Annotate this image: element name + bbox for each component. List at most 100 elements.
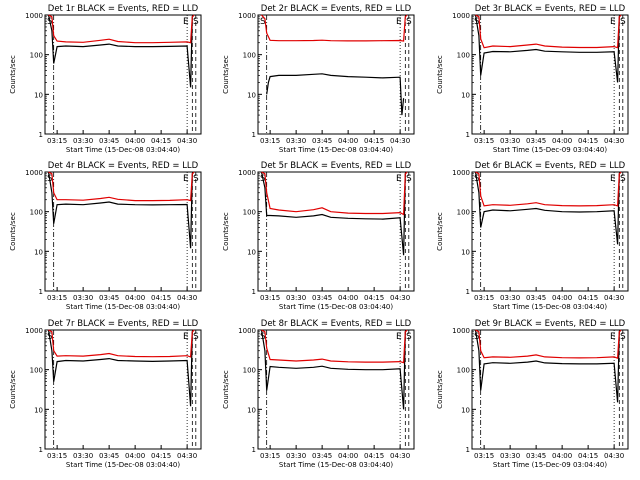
x-tick-label: 04:00 [552, 137, 572, 145]
x-tick-label: 04:15 [578, 137, 598, 145]
y-tick-label: 1 [466, 288, 470, 296]
chart-panel-9: Det 9r BLACK = Events, RED = LLD 1 10 100 10… [436, 319, 629, 469]
x-axis-label: Start Time (15-Dec-08 03:04:40) [66, 303, 180, 311]
y-tick-label: 100 [243, 367, 256, 375]
chart-title: Det 3r BLACK = Events, RED = LLD [475, 4, 626, 14]
marker-label-s: S [193, 174, 199, 184]
y-axis-label: Counts/sec [436, 370, 444, 409]
x-tick-label: 03:30 [73, 452, 93, 460]
plot-frame [44, 14, 202, 135]
marker-label-s: S [193, 332, 199, 342]
x-tick-label: 04:30 [604, 137, 624, 145]
x-tick-label: 03:15 [47, 452, 67, 460]
y-tick-label: 1 [39, 131, 43, 139]
plot-frame [44, 329, 202, 450]
marker-label-e: E [183, 332, 189, 342]
marker-label-e: E [396, 17, 402, 27]
y-tick-label: 100 [243, 52, 256, 60]
y-axis-label: Counts/sec [222, 212, 230, 251]
y-axis-label: Counts/sec [436, 55, 444, 94]
marker-label-s: S [406, 332, 412, 342]
chart-panel-6: Det 6r BLACK = Events, RED = LLD 1 10 100 10… [436, 161, 629, 311]
y-tick-label: 1 [252, 288, 256, 296]
y-tick-label: 1 [252, 446, 256, 454]
marker-label-s: S [260, 17, 266, 27]
x-axis-label: Start Time (15-Dec-08 03:04:40) [279, 303, 393, 311]
plot-frame [471, 329, 629, 450]
x-tick-label: 04:30 [604, 294, 624, 302]
x-tick-label: 03:45 [526, 137, 546, 145]
x-tick-label: 03:30 [286, 294, 306, 302]
x-tick-label: 03:30 [500, 137, 520, 145]
x-tick-label: 04:15 [364, 294, 384, 302]
x-tick-label: 03:15 [260, 452, 280, 460]
plot-frame [471, 14, 629, 135]
y-tick-label: 10 [34, 91, 43, 99]
x-tick-label: 03:45 [312, 452, 332, 460]
x-tick-label: 04:30 [390, 137, 410, 145]
y-tick-label: 1000 [238, 169, 256, 177]
y-tick-label: 100 [30, 52, 43, 60]
x-tick-label: 03:30 [73, 137, 93, 145]
y-tick-label: 10 [461, 91, 470, 99]
plot-frame [257, 171, 415, 292]
lld-series-line [48, 171, 195, 202]
y-tick-label: 10 [247, 406, 256, 414]
y-tick-label: 100 [30, 367, 43, 375]
marker-label-s: S [406, 174, 412, 184]
x-tick-label: 04:00 [338, 452, 358, 460]
y-tick-label: 1000 [25, 327, 43, 335]
y-tick-label: 1 [39, 446, 43, 454]
x-tick-label: 04:15 [578, 294, 598, 302]
lld-series-line [261, 171, 408, 216]
lld-series-line [261, 14, 408, 42]
x-tick-label: 04:30 [177, 137, 197, 145]
x-tick-label: 03:15 [47, 137, 67, 145]
x-tick-label: 04:15 [151, 294, 171, 302]
events-series-line [474, 14, 622, 83]
x-tick-label: 04:00 [338, 137, 358, 145]
events-series-line [260, 171, 408, 256]
y-tick-label: 1000 [452, 12, 470, 20]
y-axis-label: Counts/sec [222, 55, 230, 94]
y-tick-label: 100 [457, 209, 470, 217]
plot-frame [257, 329, 415, 450]
y-axis-label: Counts/sec [9, 55, 17, 94]
x-tick-label: 03:15 [474, 137, 494, 145]
chart-panel-1: Det 1r BLACK = Events, RED = LLD 1 10 100 10… [9, 4, 202, 154]
x-tick-label: 04:00 [338, 294, 358, 302]
y-tick-label: 10 [461, 406, 470, 414]
y-tick-label: 100 [30, 209, 43, 217]
x-tick-label: 03:45 [526, 452, 546, 460]
x-tick-label: 03:30 [286, 137, 306, 145]
y-tick-label: 1 [39, 288, 43, 296]
x-tick-label: 04:15 [151, 137, 171, 145]
lld-series-line [261, 329, 408, 364]
x-tick-label: 04:30 [177, 294, 197, 302]
marker-label-s: S [620, 17, 626, 27]
x-axis-label: Start Time (15-Dec-08 03:04:40) [66, 146, 180, 154]
y-tick-label: 10 [247, 91, 256, 99]
x-tick-label: 04:15 [364, 452, 384, 460]
x-tick-label: 04:30 [177, 452, 197, 460]
chart-title: Det 9r BLACK = Events, RED = LLD [475, 319, 626, 329]
y-tick-label: 10 [247, 248, 256, 256]
y-tick-label: 1000 [452, 169, 470, 177]
x-axis-label: Start Time (15-Dec-09 03:04:40) [493, 461, 607, 469]
chart-panel-3: Det 3r BLACK = Events, RED = LLD 1 10 100 10… [436, 4, 629, 154]
x-tick-label: 04:00 [552, 294, 572, 302]
y-tick-label: 100 [457, 367, 470, 375]
y-axis-label: Counts/sec [9, 370, 17, 409]
x-tick-label: 03:45 [526, 294, 546, 302]
y-tick-label: 1000 [25, 169, 43, 177]
chart-title: Det 6r BLACK = Events, RED = LLD [475, 161, 626, 171]
x-tick-label: 03:30 [500, 294, 520, 302]
x-tick-label: 04:00 [125, 452, 145, 460]
marker-label-e: E [396, 332, 402, 342]
x-axis-label: Start Time (15-Dec-08 03:04:40) [66, 461, 180, 469]
x-tick-label: 04:15 [151, 452, 171, 460]
chart-panel-2: Det 2r BLACK = Events, RED = LLD 1 10 100 10… [222, 4, 415, 154]
x-axis-label: Start Time (15-Dec-08 03:04:40) [279, 461, 393, 469]
x-tick-label: 03:15 [260, 294, 280, 302]
